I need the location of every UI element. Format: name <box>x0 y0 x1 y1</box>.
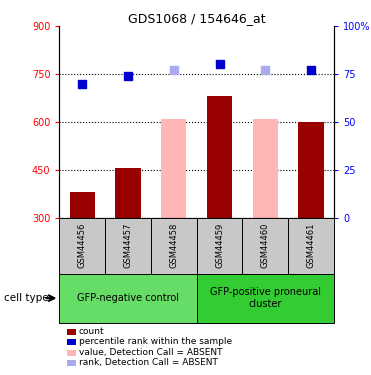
Bar <box>197 217 242 274</box>
Text: GSM44459: GSM44459 <box>215 223 224 268</box>
Text: GSM44457: GSM44457 <box>124 223 132 268</box>
Text: cell type: cell type <box>4 293 48 303</box>
Text: GFP-positive proneural
cluster: GFP-positive proneural cluster <box>210 287 321 309</box>
Point <box>171 67 177 73</box>
Text: rank, Detection Call = ABSENT: rank, Detection Call = ABSENT <box>79 358 217 368</box>
Text: count: count <box>79 327 104 336</box>
Bar <box>151 217 197 274</box>
Text: GFP-negative control: GFP-negative control <box>77 293 179 303</box>
Bar <box>298 122 324 218</box>
Text: GSM44458: GSM44458 <box>169 223 178 268</box>
Text: GSM44456: GSM44456 <box>78 223 87 268</box>
Point <box>262 67 268 73</box>
Bar <box>70 192 95 217</box>
Point <box>308 67 314 73</box>
Text: GSM44461: GSM44461 <box>306 223 315 268</box>
Point <box>125 73 131 79</box>
Point <box>79 81 85 87</box>
Bar <box>59 274 197 322</box>
Bar <box>161 118 186 218</box>
Text: percentile rank within the sample: percentile rank within the sample <box>79 338 232 346</box>
Text: value, Detection Call = ABSENT: value, Detection Call = ABSENT <box>79 348 222 357</box>
Text: GSM44460: GSM44460 <box>261 223 270 268</box>
Bar <box>105 217 151 274</box>
Point <box>217 62 223 68</box>
Bar <box>288 217 334 274</box>
Bar <box>253 118 278 218</box>
Bar <box>197 274 334 322</box>
Bar <box>207 96 232 218</box>
Bar <box>242 217 288 274</box>
Title: GDS1068 / 154646_at: GDS1068 / 154646_at <box>128 12 265 25</box>
Bar <box>59 217 105 274</box>
Bar <box>115 168 141 217</box>
